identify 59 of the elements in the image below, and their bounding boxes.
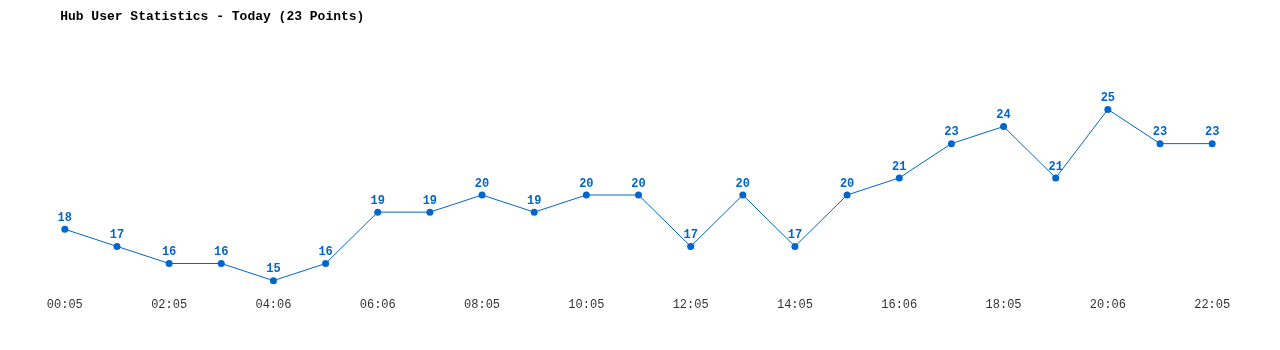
data-label: 21 <box>1048 159 1063 174</box>
point <box>947 140 955 148</box>
x-tick-label: 20:06 <box>1089 298 1126 312</box>
point <box>1156 140 1164 148</box>
point <box>478 191 486 199</box>
x-tick-label: 02:05 <box>151 298 188 312</box>
data-label: 23 <box>944 125 959 140</box>
point <box>1052 174 1060 182</box>
point <box>217 260 225 267</box>
data-label: 16 <box>161 245 177 260</box>
data-label: 19 <box>527 193 542 208</box>
x-tick-label: 14:05 <box>776 298 813 312</box>
x-tick-label: 10:05 <box>568 298 605 312</box>
x-tick-label: 00:05 <box>46 298 83 312</box>
data-label: 21 <box>892 159 907 174</box>
point <box>843 191 851 199</box>
point <box>269 277 277 285</box>
data-label: 15 <box>266 262 281 277</box>
data-label: 17 <box>787 228 803 243</box>
data-label: 19 <box>370 193 385 208</box>
data-label: 23 <box>1204 125 1220 140</box>
data-label: 17 <box>683 228 698 243</box>
point <box>1000 123 1008 130</box>
x-tick-label: 12:05 <box>672 298 709 312</box>
point <box>322 260 330 267</box>
point <box>687 242 695 250</box>
point <box>374 208 382 216</box>
data-label: 20 <box>474 176 490 191</box>
point <box>739 191 747 199</box>
data-label: 20 <box>839 176 855 191</box>
chart-title: Hub User Statistics - Today (23 Points) <box>60 8 365 24</box>
x-tick-label: 18:05 <box>985 298 1022 312</box>
point <box>61 225 69 233</box>
data-label: 23 <box>1152 125 1168 140</box>
data-label: 16 <box>214 245 229 260</box>
point <box>530 208 538 216</box>
data-label: 24 <box>996 108 1011 123</box>
point <box>895 174 903 182</box>
x-tick-label: 04:06 <box>255 298 292 312</box>
data-label: 20 <box>631 176 646 191</box>
x-tick-label: 16:06 <box>881 298 918 312</box>
point <box>1104 105 1112 113</box>
data-label: 18 <box>57 210 73 225</box>
data-label: 25 <box>1100 91 1116 106</box>
point <box>582 191 590 199</box>
x-tick-label: 22:05 <box>1194 298 1231 312</box>
x-tick-label: 08:05 <box>464 298 501 312</box>
data-label: 19 <box>422 193 438 208</box>
point <box>1208 140 1216 148</box>
data-label: 16 <box>318 245 333 260</box>
point <box>165 260 173 267</box>
data-label: 17 <box>109 228 125 243</box>
data-label: 20 <box>579 176 594 191</box>
point <box>635 191 642 199</box>
point <box>791 242 799 250</box>
point <box>426 208 434 216</box>
data-label: 20 <box>735 176 750 191</box>
point <box>113 242 121 250</box>
x-tick-label: 06:06 <box>359 298 396 312</box>
